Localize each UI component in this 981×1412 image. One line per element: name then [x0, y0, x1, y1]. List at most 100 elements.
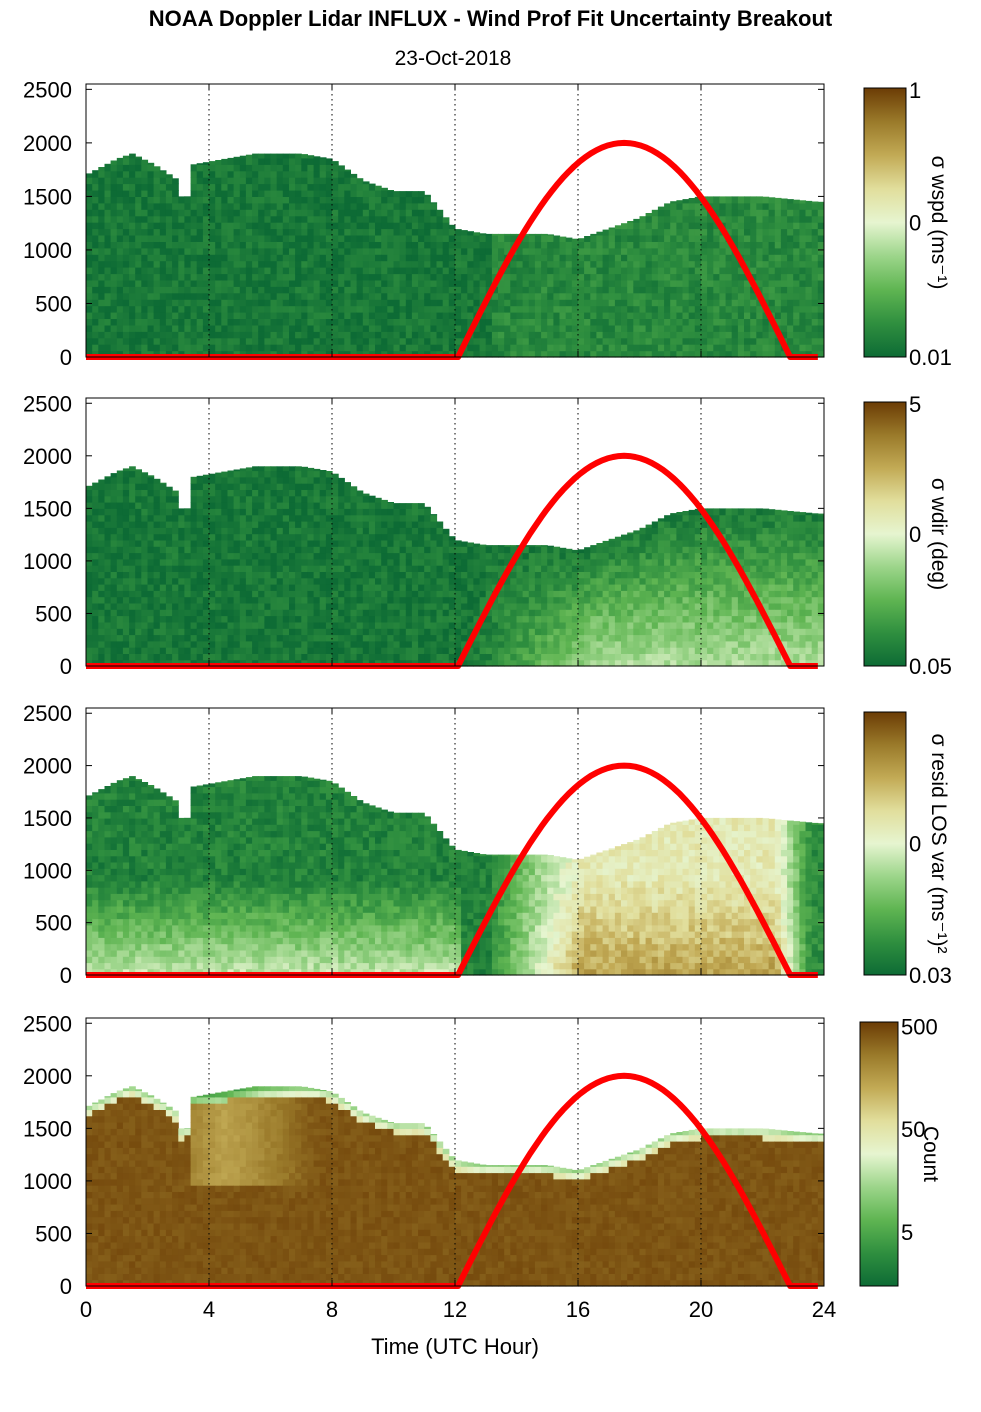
heatmap-cell — [516, 267, 524, 275]
heatmap-cell — [153, 247, 161, 255]
heatmap-cell — [295, 222, 302, 230]
heatmap-cell — [725, 222, 733, 230]
heatmap-cell — [153, 222, 161, 230]
heatmap-cell — [196, 527, 204, 535]
heatmap-cell — [350, 508, 358, 516]
heatmap-cell — [184, 514, 192, 522]
heatmap-cell — [707, 235, 714, 242]
heatmap-cell — [682, 279, 690, 287]
heatmap-cell — [258, 312, 265, 319]
heatmap-cell — [289, 209, 296, 217]
heatmap-cell — [393, 640, 401, 648]
heatmap-cell — [227, 235, 235, 242]
heatmap-cell — [307, 254, 315, 262]
heatmap-cell — [621, 241, 628, 249]
heatmap-cell — [270, 558, 278, 566]
heatmap-cell — [295, 466, 302, 472]
heatmap-cell — [301, 621, 308, 629]
heatmap-cell — [461, 267, 468, 275]
heatmap-cell — [252, 164, 259, 172]
heatmap-cell — [338, 609, 345, 617]
heatmap-cell — [332, 344, 339, 352]
heatmap-cell — [442, 528, 450, 535]
heatmap-cell — [221, 318, 229, 326]
heatmap-cell — [270, 521, 278, 528]
heatmap-cell — [442, 254, 450, 262]
heatmap-cell — [461, 558, 468, 566]
heatmap-cell — [104, 621, 112, 629]
heatmap-cell — [289, 470, 296, 478]
heatmap-cell — [147, 209, 155, 217]
heatmap-cell — [202, 247, 210, 255]
heatmap-cell — [159, 584, 167, 591]
heatmap-cell — [233, 565, 241, 572]
heatmap-cell — [553, 279, 561, 287]
heatmap-cell — [313, 228, 321, 236]
heatmap-cell — [221, 653, 229, 661]
heatmap-cell — [258, 558, 265, 566]
heatmap-cell — [350, 596, 358, 604]
heatmap-cell — [516, 254, 524, 262]
heatmap-cell — [332, 473, 339, 478]
heatmap-cell — [215, 260, 222, 268]
heatmap-cell — [209, 476, 216, 484]
heatmap-cell — [510, 233, 517, 236]
heatmap-cell — [375, 628, 382, 636]
heatmap-cell — [313, 318, 321, 326]
heatmap-cell — [92, 546, 99, 554]
heatmap-cell — [215, 241, 222, 249]
heatmap-cell — [602, 229, 610, 236]
heatmap-cell — [645, 222, 653, 230]
heatmap-cell — [756, 215, 764, 223]
heatmap-cell — [455, 267, 462, 275]
heatmap-cell — [86, 521, 93, 528]
heatmap-cell — [104, 476, 112, 478]
heatmap-cell — [215, 286, 222, 294]
heatmap-cell — [707, 337, 714, 345]
heatmap-cell — [682, 305, 690, 313]
heatmap-cell — [381, 273, 388, 281]
heatmap-cell — [436, 267, 444, 275]
heatmap-cell — [381, 267, 388, 275]
heatmap-cell — [165, 337, 173, 345]
heatmap-cell — [559, 241, 567, 249]
heatmap-cell — [301, 558, 308, 566]
heatmap-cell — [325, 305, 333, 313]
heatmap-cell — [295, 476, 302, 484]
heatmap-cell — [756, 196, 764, 204]
heatmap-cell — [485, 324, 493, 332]
heatmap-cell — [362, 609, 370, 617]
heatmap-cell — [461, 312, 468, 319]
heatmap-cell — [368, 577, 376, 585]
heatmap-cell — [325, 558, 333, 566]
heatmap-cell — [375, 640, 382, 648]
heatmap-cell — [768, 337, 776, 345]
heatmap-cell — [141, 565, 149, 572]
heatmap-cell — [307, 286, 315, 294]
heatmap-cell — [116, 634, 124, 642]
heatmap-cell — [295, 565, 302, 572]
heatmap-cell — [362, 621, 370, 629]
heatmap-cell — [375, 502, 382, 509]
heatmap-cell — [627, 350, 634, 358]
heatmap-cell — [375, 514, 382, 522]
heatmap-cell — [332, 476, 339, 484]
heatmap-cell — [516, 279, 524, 287]
heatmap-cell — [258, 571, 265, 579]
heatmap-cell — [215, 546, 222, 554]
heatmap-cell — [98, 502, 106, 509]
heatmap-cell — [498, 337, 505, 345]
heatmap-cell — [202, 502, 210, 509]
heatmap-cell — [799, 312, 807, 319]
heatmap-cell — [129, 318, 136, 326]
heatmap-cell — [147, 552, 155, 560]
heatmap-cell — [424, 260, 431, 268]
heatmap-cell — [522, 241, 530, 249]
heatmap-cell — [817, 324, 825, 332]
heatmap-cell — [375, 209, 382, 217]
heatmap-cell — [252, 222, 259, 230]
heatmap-cell — [719, 235, 727, 242]
heatmap-cell — [701, 260, 708, 268]
heatmap-cell — [578, 273, 585, 281]
heatmap-cell — [750, 305, 757, 313]
